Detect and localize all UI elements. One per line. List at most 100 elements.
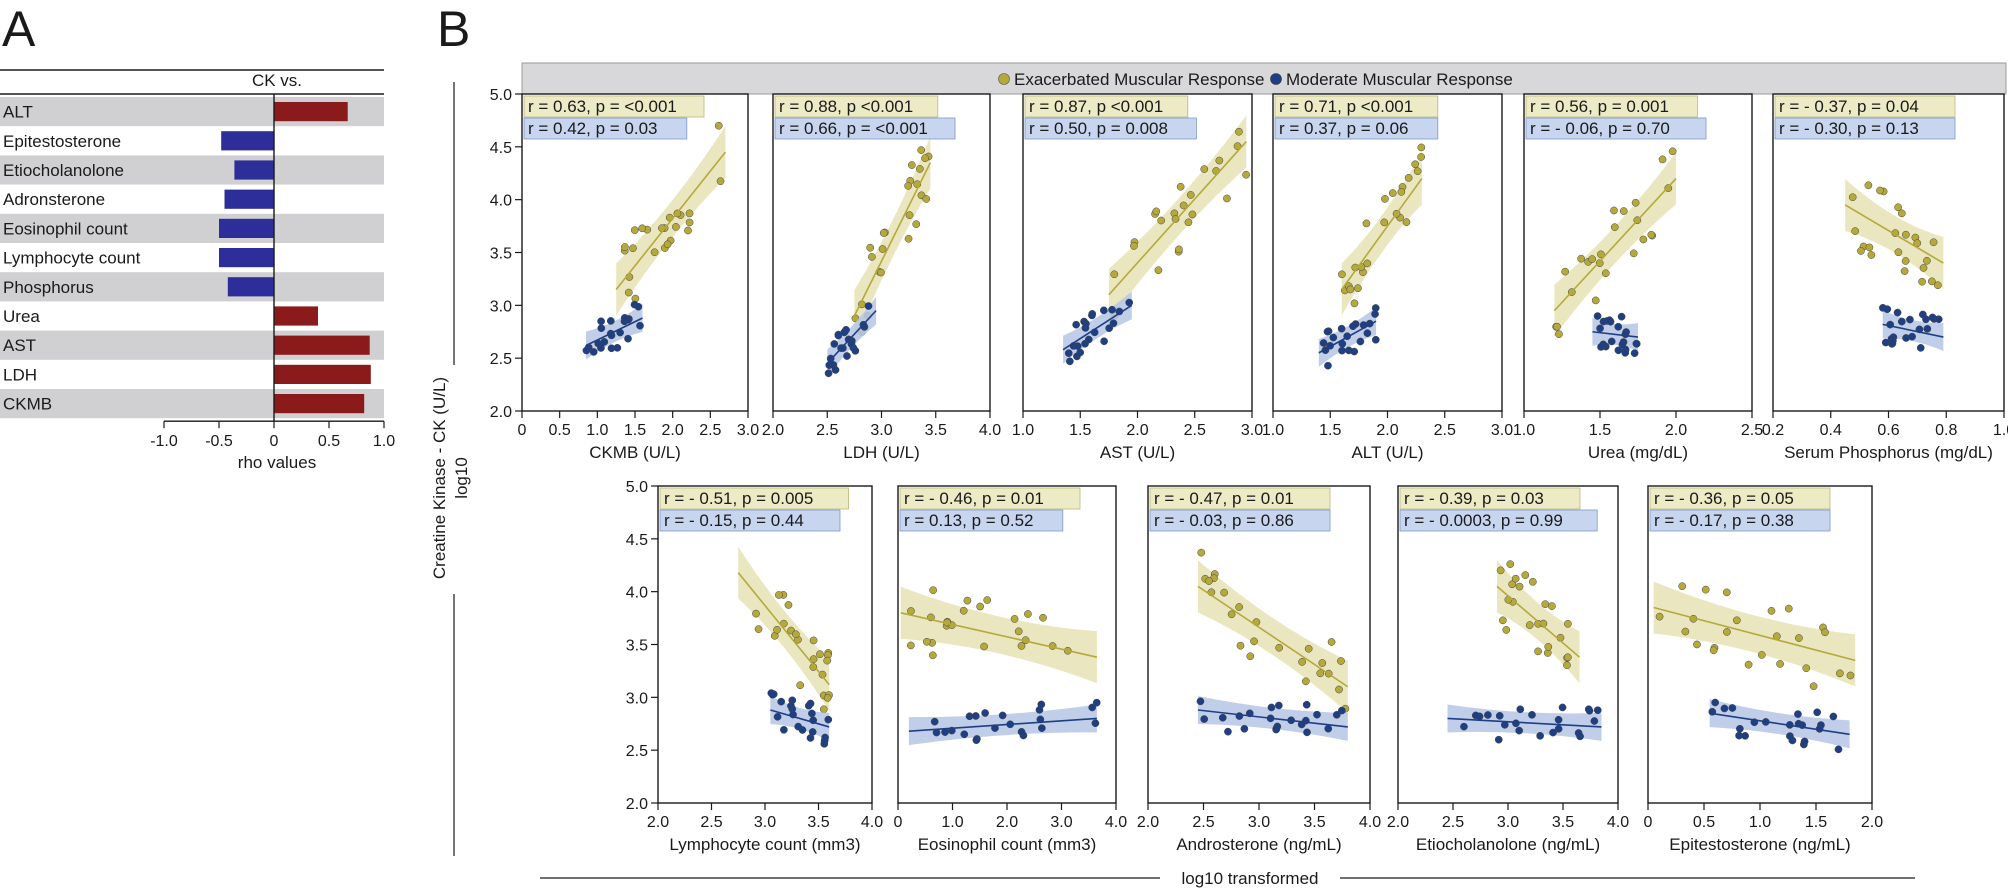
moderate-stat-box <box>523 117 688 140</box>
exacerbated-point <box>1506 560 1515 568</box>
panel-a-x-tick-label: 1.0 <box>373 433 395 450</box>
exacerbated-point <box>1154 266 1163 275</box>
exacerbated-point <box>1205 577 1213 585</box>
moderate-point <box>1017 727 1026 736</box>
x-tick-label: 3.0 <box>737 422 759 439</box>
exacerbated-stat-text: r = - 0.46, p = 0.01 <box>904 489 1044 508</box>
x-axis-label: ALT (U/L) <box>1351 443 1423 462</box>
exacerbated-stat-box <box>523 95 705 118</box>
x-tick-label: 2.5 <box>1442 814 1464 831</box>
exacerbated-point <box>1744 660 1753 669</box>
moderate-point <box>1092 698 1101 707</box>
exacerbated-point <box>1544 643 1553 651</box>
exacerbated-point <box>866 243 875 252</box>
legend-moderate-marker <box>1270 73 1282 85</box>
exacerbated-point <box>959 606 968 615</box>
scatter-panel-1: r = 0.88, p <0.001 r = 0.66, p = <0.001 2.… <box>762 93 1001 462</box>
exacerbated-point <box>1631 198 1640 207</box>
moderate-point <box>1337 324 1346 333</box>
exacerbated-point <box>912 220 921 229</box>
exacerbated-point <box>1515 582 1524 591</box>
exacerbated-point <box>685 209 694 218</box>
exacerbated-point <box>775 591 783 599</box>
moderate-point <box>780 725 788 734</box>
exacerbated-point <box>809 636 818 645</box>
exacerbated-point <box>1157 216 1166 225</box>
exacerbated-point <box>823 694 832 702</box>
moderate-point <box>1593 312 1602 320</box>
exacerbated-point <box>1795 634 1803 642</box>
exacerbated-point <box>1301 677 1310 686</box>
exacerbated-point <box>1354 284 1362 293</box>
exacerbated-stat-box <box>1774 95 1956 118</box>
moderate-point <box>1630 349 1639 358</box>
exacerbated-point <box>1337 657 1345 665</box>
exacerbated-point <box>1767 607 1776 615</box>
moderate-stat-box <box>899 509 1064 532</box>
exacerbated-point <box>980 642 988 651</box>
exacerbated-point <box>1784 604 1793 613</box>
panel-a-bar <box>219 248 274 268</box>
exacerbated-point <box>1639 235 1648 244</box>
moderate-stat-text: r = 0.37, p = 0.06 <box>1279 119 1408 138</box>
exacerbated-point <box>1275 643 1284 652</box>
moderate-fit-line <box>1318 320 1377 354</box>
x-tick-label: 0.8 <box>1935 422 1957 439</box>
panel-a-bar <box>274 364 371 384</box>
exacerbated-fit-line <box>1653 606 1856 662</box>
exacerbated-point <box>1919 264 1928 272</box>
moderate-point <box>1516 705 1525 714</box>
y-tick-label: 3.5 <box>626 638 648 655</box>
exacerbated-point <box>1655 612 1664 621</box>
panel-b-letter: B <box>437 1 470 57</box>
moderate-point <box>1356 337 1365 346</box>
moderate-point <box>1607 337 1616 346</box>
moderate-point <box>1064 349 1073 357</box>
moderate-point <box>830 340 839 348</box>
exacerbated-point <box>1236 641 1245 650</box>
moderate-point <box>1460 722 1468 731</box>
panel-a-x-tick-label: -1.0 <box>150 433 178 450</box>
exacerbated-point <box>929 586 937 595</box>
exacerbated-point <box>624 288 633 297</box>
x-tick-label: 1.5 <box>1805 814 1827 831</box>
exacerbated-point <box>629 244 637 253</box>
exacerbated-point <box>1591 296 1600 305</box>
exacerbated-fit-line <box>1197 585 1349 688</box>
exacerbated-stat-box <box>1274 95 1439 118</box>
moderate-point <box>824 369 833 378</box>
moderate-point <box>787 702 795 710</box>
exacerbated-point <box>905 211 914 220</box>
y-tick-label: 5.0 <box>626 479 648 496</box>
exacerbated-point <box>791 630 800 639</box>
scatter-panel-8: r = - 0.47, p = 0.01 r = - 0.03, p = 0.86… <box>1137 485 1381 854</box>
moderate-stat-box <box>774 117 956 140</box>
exacerbated-point <box>1014 627 1023 636</box>
exacerbated-point <box>672 223 680 231</box>
x-axis-label: AST (U/L) <box>1100 443 1175 462</box>
y-tick-label: 2.5 <box>626 743 648 760</box>
moderate-point <box>981 709 989 717</box>
moderate-point <box>1108 305 1116 314</box>
x-tick-label: 0.2 <box>1762 422 1784 439</box>
x-tick-label: 2.0 <box>996 814 1018 831</box>
exacerbated-point <box>1610 206 1618 215</box>
moderate-point <box>1576 732 1584 741</box>
x-tick-label: 4.0 <box>1607 814 1629 831</box>
exacerbated-point <box>1327 638 1336 646</box>
moderate-fit-line <box>826 310 877 364</box>
exacerbated-point <box>1534 647 1542 656</box>
bottom-label: log10 transformed <box>1181 869 1318 888</box>
exacerbated-point <box>929 651 937 660</box>
exacerbated-point <box>1175 245 1183 254</box>
moderate-point <box>597 324 606 333</box>
exacerbated-point <box>1179 201 1188 210</box>
y-tick-label: 3.0 <box>626 690 648 707</box>
x-tick-label: 1.0 <box>941 814 963 831</box>
exacerbated-point <box>1897 209 1906 218</box>
x-axis-label: Urea (mg/dL) <box>1588 443 1688 462</box>
moderate-point <box>1813 708 1822 717</box>
panel-a-row-shade <box>0 272 384 302</box>
exacerbated-point <box>1200 165 1209 173</box>
